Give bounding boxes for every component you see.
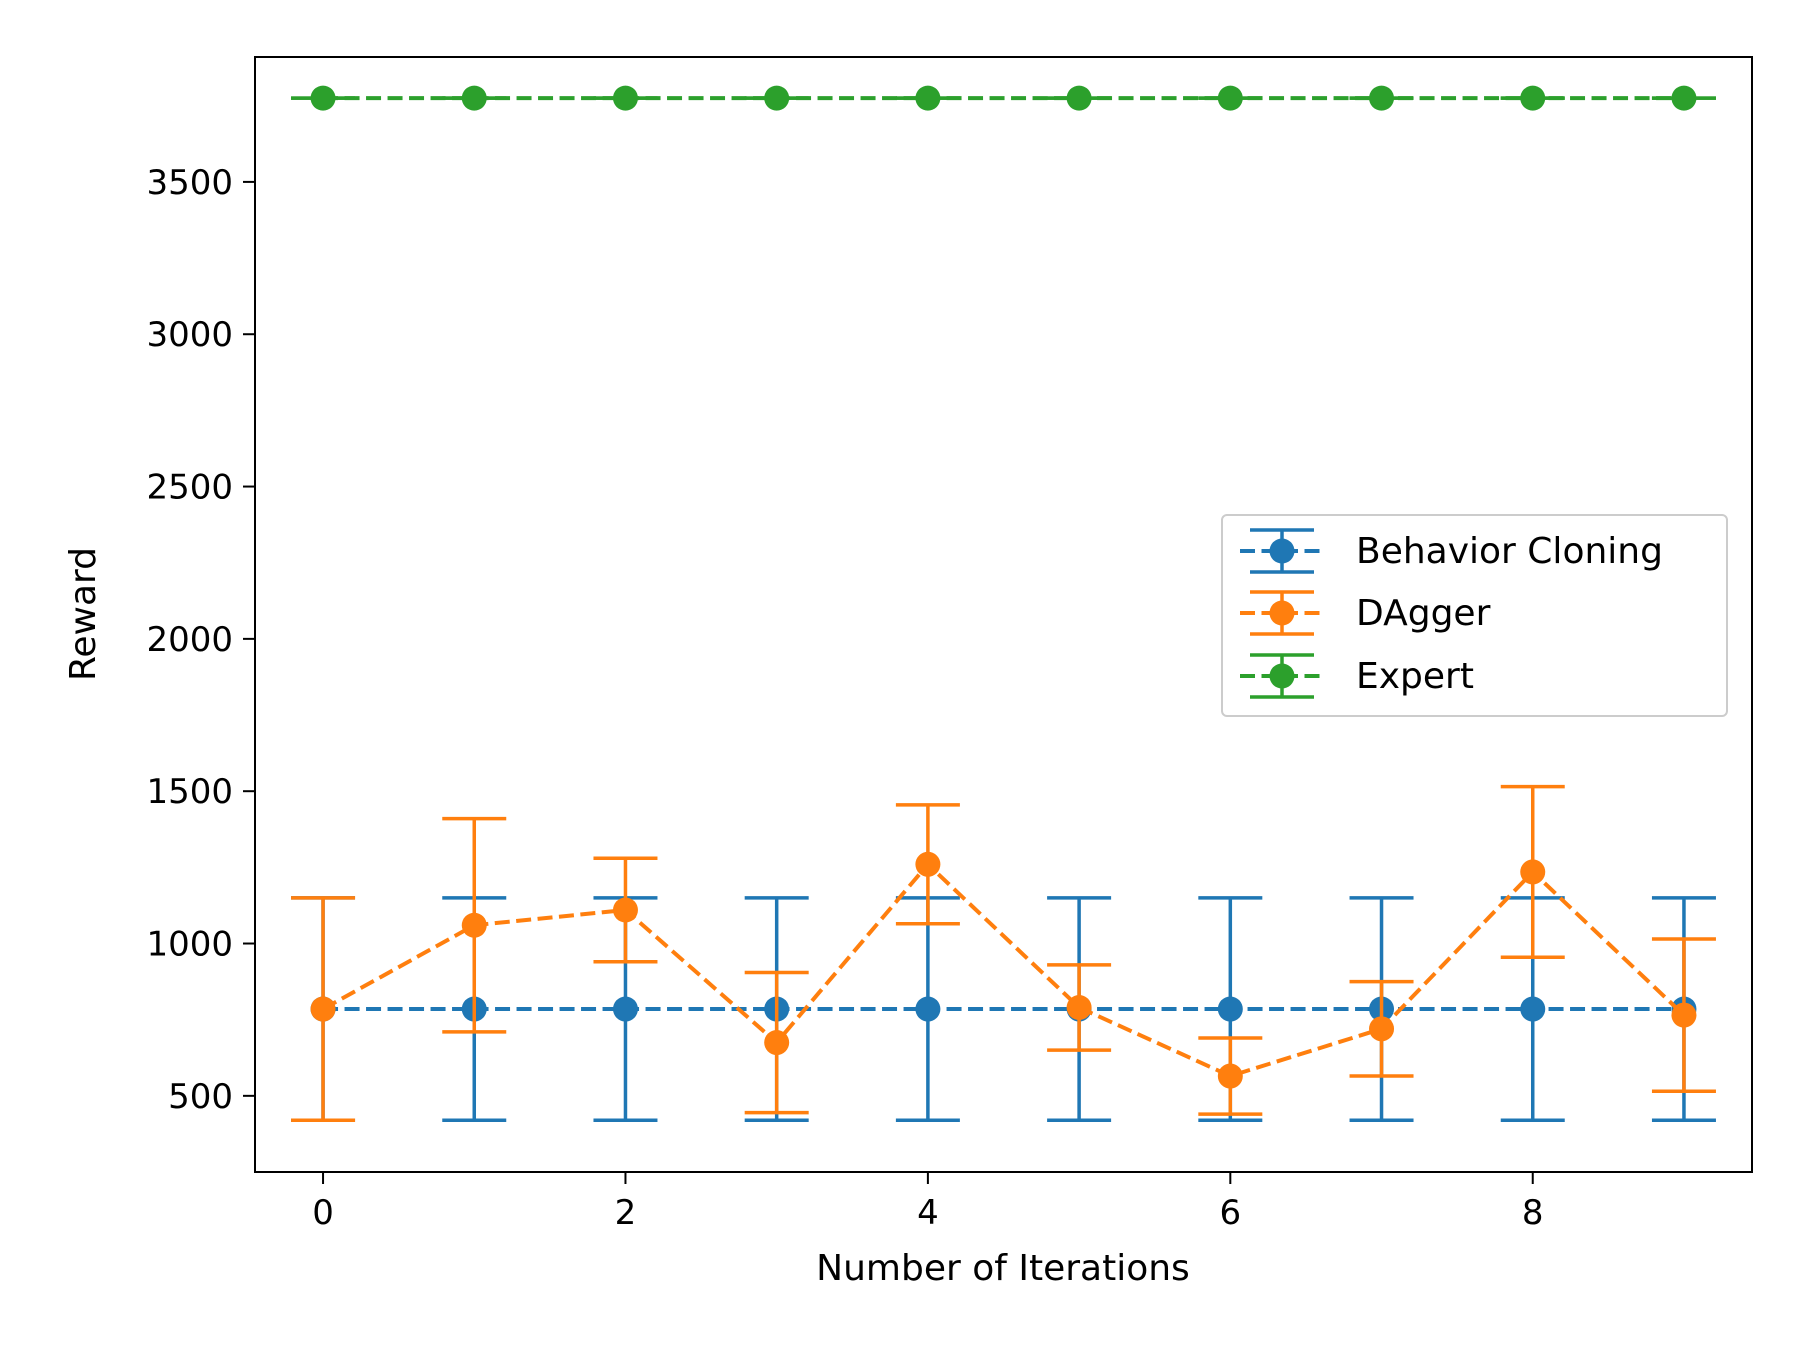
y-tick-label-3000: 3000 xyxy=(146,315,233,355)
point-dagger-6 xyxy=(1217,1063,1243,1089)
point-expert-1 xyxy=(461,85,487,111)
point-dagger-1 xyxy=(461,912,487,938)
x-tick-label-2: 2 xyxy=(615,1193,637,1233)
x-tick-label-0: 0 xyxy=(312,1193,334,1233)
point-behavior-cloning-4 xyxy=(915,996,941,1022)
series-line-dagger xyxy=(322,861,1686,1079)
point-dagger-4 xyxy=(915,851,941,877)
legend-swatches xyxy=(1240,528,1324,699)
point-expert-5 xyxy=(1066,85,1092,111)
point-dagger-9 xyxy=(1671,1002,1697,1028)
point-behavior-cloning-6 xyxy=(1217,996,1243,1022)
series-expert xyxy=(291,85,1716,111)
point-expert-2 xyxy=(612,85,638,111)
plot-area xyxy=(291,85,1716,1122)
point-dagger-2 xyxy=(612,897,638,923)
point-expert-3 xyxy=(764,85,790,111)
point-expert-0 xyxy=(310,85,336,111)
legend-label-behavior-cloning: Behavior Cloning xyxy=(1356,531,1663,572)
point-dagger-5 xyxy=(1066,994,1092,1020)
x-tick-label-6: 6 xyxy=(1219,1193,1241,1233)
y-tick-label-2000: 2000 xyxy=(146,620,233,660)
point-dagger-7 xyxy=(1369,1016,1395,1042)
legend-box xyxy=(1221,514,1728,717)
point-expert-7 xyxy=(1369,85,1395,111)
point-expert-8 xyxy=(1520,85,1546,111)
point-expert-9 xyxy=(1671,85,1697,111)
legend-label-expert: Expert xyxy=(1356,656,1474,697)
y-tick-label-500: 500 xyxy=(168,1077,233,1117)
axes: 0 2 4 6 8 500 1000 1500 2000 2500 3000 3500 xyxy=(146,163,1543,1233)
point-expert-6 xyxy=(1217,85,1243,111)
y-tick-label-1000: 1000 xyxy=(146,925,233,965)
point-expert-4 xyxy=(915,85,941,111)
legend-marker-behavior-cloning xyxy=(1269,538,1295,564)
y-tick-label-2500: 2500 xyxy=(146,468,233,508)
point-behavior-cloning-8 xyxy=(1520,996,1546,1022)
x-tick-label-4: 4 xyxy=(917,1193,939,1233)
legend: Behavior Cloning DAgger Expert xyxy=(1221,514,1728,717)
legend-label-dagger: DAgger xyxy=(1356,593,1491,634)
y-tick-label-3500: 3500 xyxy=(146,163,233,203)
y-tick-label-1500: 1500 xyxy=(146,772,233,812)
point-dagger-3 xyxy=(764,1030,790,1056)
point-dagger-8 xyxy=(1520,859,1546,885)
legend-marker-dagger xyxy=(1269,600,1295,626)
x-axis-label: Number of Iterations xyxy=(816,1248,1190,1289)
axes-frame xyxy=(254,56,1753,1173)
point-dagger-0 xyxy=(310,996,336,1022)
y-axis-label: Reward xyxy=(63,547,104,681)
legend-marker-expert xyxy=(1269,663,1295,689)
series-dagger xyxy=(291,784,1716,1122)
x-tick-label-8: 8 xyxy=(1522,1193,1544,1233)
point-behavior-cloning-2 xyxy=(612,996,638,1022)
